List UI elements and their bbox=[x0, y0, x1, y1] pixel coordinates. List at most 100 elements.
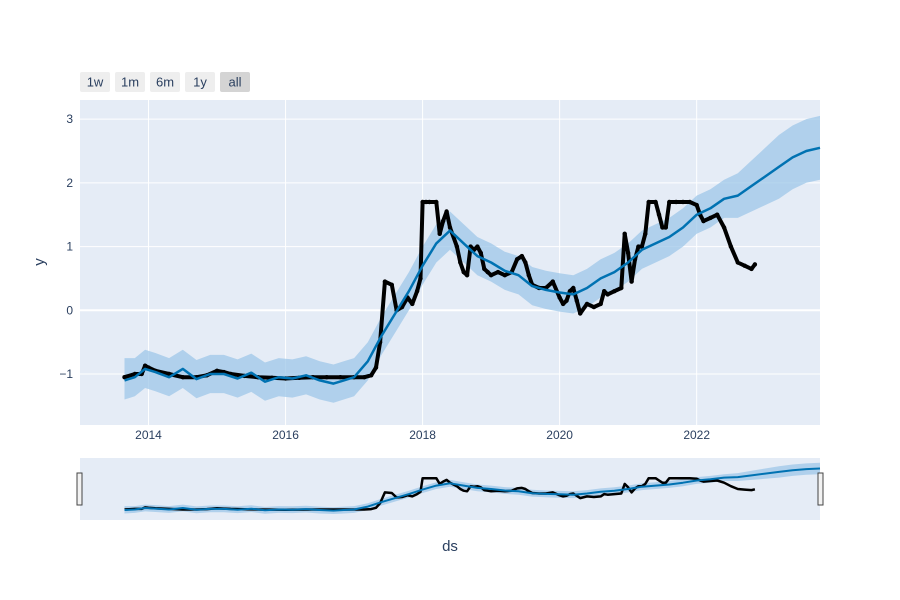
x-tick-label: 2016 bbox=[272, 428, 299, 442]
actual-point bbox=[639, 244, 645, 249]
actual-point bbox=[420, 199, 425, 205]
actual-point bbox=[382, 279, 388, 284]
actual-point bbox=[550, 279, 555, 284]
actual-point bbox=[598, 301, 603, 307]
slider-uncertainty-band bbox=[124, 462, 820, 514]
actual-point bbox=[701, 218, 706, 224]
actual-point bbox=[423, 199, 429, 205]
forecast-line bbox=[124, 146, 821, 385]
actual-point bbox=[488, 273, 494, 278]
actual-point bbox=[687, 199, 692, 205]
actual-point bbox=[721, 225, 727, 230]
slider-forecast-line bbox=[124, 467, 821, 512]
y-tick-label: 3 bbox=[66, 112, 73, 126]
range-button-label: 6m bbox=[156, 75, 174, 90]
actual-point bbox=[389, 282, 394, 287]
actual-point bbox=[643, 231, 648, 236]
actual-point bbox=[482, 266, 487, 272]
x-tick-label: 2018 bbox=[409, 428, 436, 442]
actual-point bbox=[122, 375, 127, 380]
range-button-1w[interactable]: 1w bbox=[80, 72, 110, 92]
y-tick-label: 2 bbox=[66, 176, 73, 190]
y-tick-label: 0 bbox=[66, 303, 73, 317]
actual-point bbox=[180, 375, 185, 380]
actual-point bbox=[418, 276, 423, 281]
range-slider-right-handle[interactable] bbox=[817, 472, 824, 506]
range-button-1y[interactable]: 1y bbox=[185, 72, 215, 92]
actual-point bbox=[447, 225, 453, 230]
axis-ticks: 2014 2016 2018 2020 2022 −1 0 1 2 3 bbox=[59, 112, 710, 442]
actual-point bbox=[214, 368, 220, 373]
actual-point bbox=[444, 209, 449, 214]
actual-point bbox=[564, 298, 569, 303]
actual-point bbox=[440, 218, 446, 224]
actual-point bbox=[514, 257, 520, 262]
actual-point bbox=[495, 269, 501, 275]
range-slider-traces bbox=[124, 462, 821, 514]
actual-point bbox=[437, 231, 442, 236]
actual-point bbox=[475, 244, 480, 249]
actual-point bbox=[749, 266, 754, 272]
actual-point bbox=[578, 311, 583, 316]
actual-point bbox=[461, 269, 466, 275]
actual-point bbox=[602, 289, 607, 294]
plot-traces bbox=[122, 115, 821, 403]
actual-point bbox=[560, 301, 566, 307]
actual-point bbox=[742, 263, 747, 268]
actual-point bbox=[362, 375, 367, 380]
y-tick-label: −1 bbox=[59, 367, 73, 381]
actual-point bbox=[694, 202, 699, 208]
actual-point bbox=[519, 253, 525, 259]
x-tick-label: 2014 bbox=[135, 428, 162, 442]
actual-point bbox=[708, 215, 713, 221]
actual-point bbox=[625, 250, 631, 256]
actual-point bbox=[735, 260, 740, 265]
range-button-1m[interactable]: 1m bbox=[115, 72, 145, 92]
actual-point bbox=[605, 292, 610, 297]
actual-point bbox=[434, 199, 439, 205]
actual-point bbox=[567, 289, 573, 294]
range-button-label: 1m bbox=[121, 75, 139, 90]
actual-point bbox=[715, 212, 720, 217]
actual-point bbox=[646, 199, 651, 205]
actual-point bbox=[673, 199, 679, 205]
actual-point bbox=[523, 260, 528, 265]
actual-point bbox=[414, 289, 420, 294]
actual-point bbox=[584, 301, 590, 307]
actual-point bbox=[410, 301, 415, 307]
range-button-label: 1y bbox=[193, 75, 207, 90]
y-axis-title: y bbox=[31, 258, 48, 266]
range-button-all[interactable]: all bbox=[220, 72, 250, 92]
actual-point bbox=[636, 244, 641, 249]
actual-point bbox=[667, 199, 672, 205]
actual-point bbox=[478, 250, 483, 256]
range-button-label: all bbox=[228, 75, 241, 90]
actual-point bbox=[680, 199, 686, 205]
actual-point bbox=[619, 285, 624, 291]
x-axis-title: ds bbox=[442, 538, 458, 555]
actual-point bbox=[458, 260, 463, 265]
actual-point bbox=[571, 285, 576, 291]
actual-point bbox=[612, 289, 617, 294]
actual-point bbox=[663, 225, 668, 230]
range-slider-left-handle[interactable] bbox=[76, 472, 83, 506]
actual-point bbox=[656, 212, 662, 217]
actual-point bbox=[574, 298, 579, 303]
range-selector: 1w 1m 6m 1y all bbox=[80, 72, 250, 92]
range-button-6m[interactable]: 6m bbox=[150, 72, 180, 92]
uncertainty-band bbox=[124, 115, 820, 403]
actual-point bbox=[660, 225, 665, 230]
actual-point bbox=[591, 304, 597, 310]
actual-point bbox=[338, 375, 343, 380]
actual-point bbox=[557, 295, 562, 300]
actual-point bbox=[324, 375, 329, 380]
actual-point bbox=[752, 262, 758, 267]
y-tick-label: 1 bbox=[66, 240, 73, 254]
actual-point bbox=[526, 273, 531, 278]
actual-point bbox=[485, 269, 490, 275]
actual-point bbox=[142, 363, 148, 368]
x-tick-label: 2022 bbox=[683, 428, 710, 442]
actual-point bbox=[464, 273, 470, 278]
range-button-label: 1w bbox=[87, 75, 104, 90]
